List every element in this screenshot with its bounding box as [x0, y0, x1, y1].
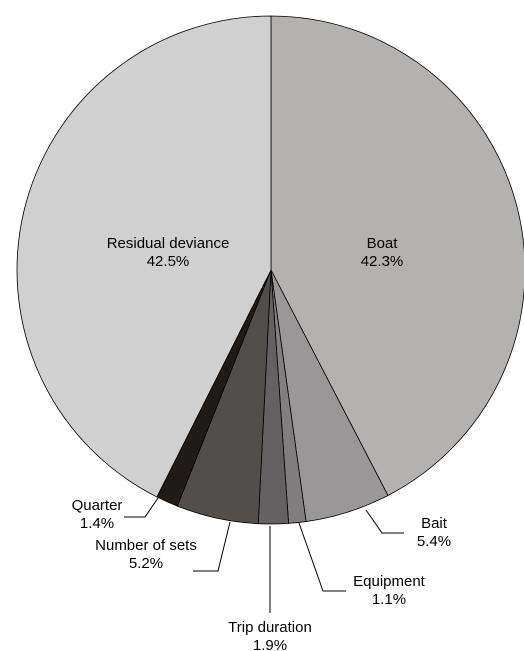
label-bait: Bait 5.4% — [417, 515, 451, 550]
label-value-number-of-sets: 5.2% — [129, 555, 163, 572]
label-value-bait: 5.4% — [417, 533, 451, 550]
label-name-bait: Bait — [421, 515, 448, 532]
label-value-residual-deviance: 42.5% — [147, 253, 190, 270]
label-boat: Boat 42.3% — [361, 235, 404, 270]
slice-residual-deviance — [16, 15, 272, 498]
label-number-of-sets: Number of sets 5.2% — [95, 537, 197, 572]
label-name-number-of-sets: Number of sets — [95, 537, 197, 554]
label-value-equipment: 1.1% — [372, 591, 406, 608]
label-trip-duration: Trip duration 1.9% — [228, 619, 312, 651]
label-name-residual-deviance: Residual deviance — [107, 235, 230, 252]
leader-line-bait — [365, 509, 404, 534]
pie-slices — [16, 15, 524, 525]
leader-line-number-of-sets — [193, 521, 231, 572]
leader-line-equipment — [298, 522, 346, 592]
label-value-trip-duration: 1.9% — [253, 637, 287, 651]
label-equipment: Equipment 1.1% — [353, 573, 426, 608]
label-value-boat: 42.3% — [361, 253, 404, 270]
leader-line-quarter — [124, 497, 159, 518]
label-name-boat: Boat — [367, 235, 399, 252]
label-residual-deviance: Residual deviance 42.5% — [107, 235, 230, 270]
label-name-trip-duration: Trip duration — [228, 619, 312, 636]
label-value-quarter: 1.4% — [80, 515, 114, 532]
label-name-quarter: Quarter — [72, 497, 123, 514]
label-name-equipment: Equipment — [353, 573, 426, 590]
label-quarter: Quarter 1.4% — [72, 497, 123, 532]
leader-lines — [124, 497, 404, 613]
slice-labels: Boat 42.3% Bait 5.4% Equipment 1.1% Trip durat… — [72, 235, 452, 651]
slice-boat — [270, 15, 524, 497]
